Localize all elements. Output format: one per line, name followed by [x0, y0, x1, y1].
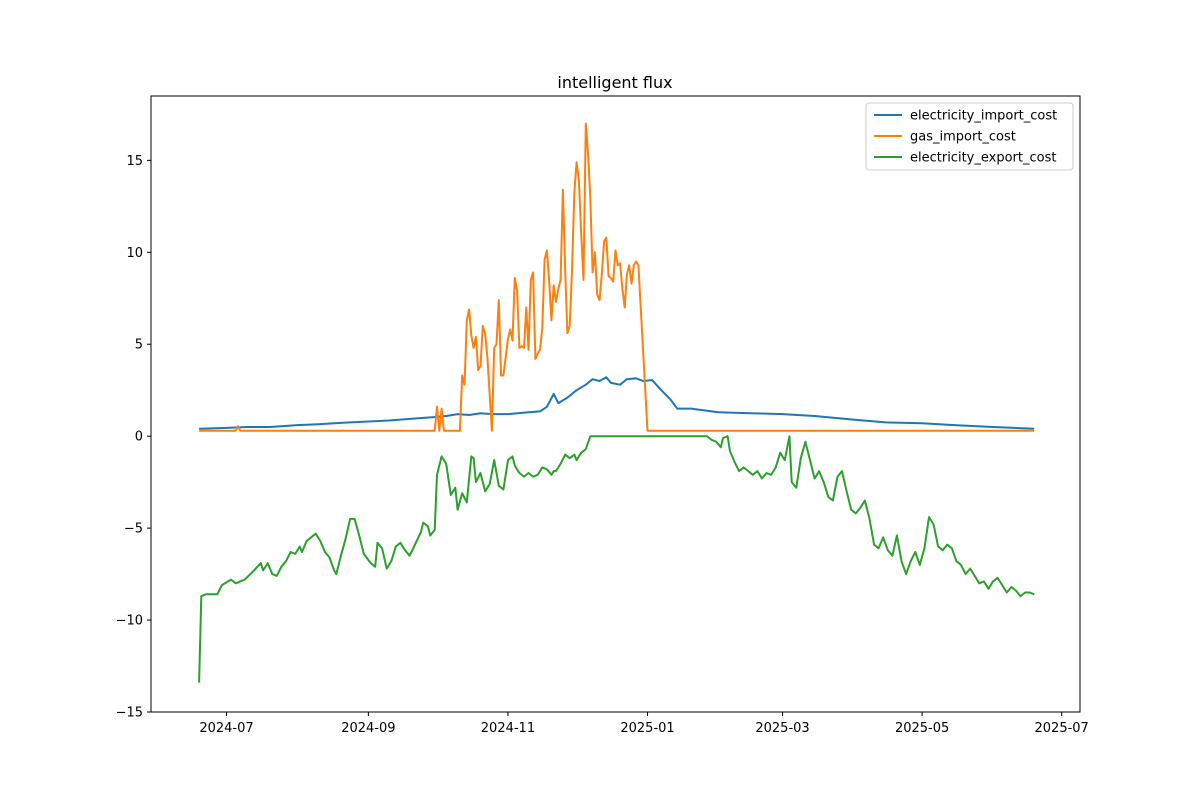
axis-layer: 2024-07 2024-09 2024-11 2025-01 2025-03 2025-… [116, 154, 1089, 736]
y-tick-label: 15 [126, 154, 143, 169]
series-line-gas_import_cost [199, 122, 1035, 432]
y-tick-label: −5 [124, 522, 143, 537]
y-tick-label: −15 [116, 706, 143, 721]
x-tick-label: 2025-03 [755, 721, 809, 736]
series-line-electricity_export_cost [198, 435, 1035, 683]
series-layer [198, 122, 1035, 683]
legend: electricity_import_cost gas_import_costel… [865, 102, 1074, 171]
legend-label: electricity_import_cost [910, 109, 1057, 124]
chart-title: intelligent flux [557, 73, 672, 92]
plot-frame [150, 95, 1081, 713]
y-tick-label: 0 [135, 430, 143, 445]
legend-label: gas_import_cost [910, 130, 1016, 145]
x-tick-label: 2024-11 [481, 721, 535, 736]
y-tick-label: 5 [135, 338, 143, 353]
x-tick-label: 2024-07 [199, 721, 253, 736]
legend-box [865, 102, 1074, 171]
legend-label: electricity_export_cost [910, 151, 1056, 166]
y-tick-label: 10 [126, 246, 143, 261]
x-tick-label: 2025-05 [895, 721, 949, 736]
series-line-electricity_import_cost [199, 376, 1035, 430]
x-tick-label: 2025-07 [1035, 721, 1089, 736]
x-tick-label: 2024-09 [341, 721, 395, 736]
legend-items: electricity_import_cost gas_import_costel… [874, 109, 1057, 166]
y-tick-label: −10 [116, 614, 143, 629]
x-tick-label: 2025-01 [620, 721, 674, 736]
